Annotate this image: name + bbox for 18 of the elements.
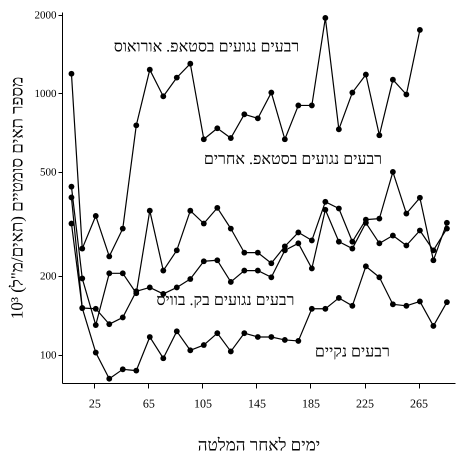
- x-tick-label: 65: [142, 396, 155, 410]
- y-tick-label: 1000: [34, 88, 57, 100]
- x-tick-label: 265: [410, 396, 428, 410]
- y-axis-title: מספר תאים סומטיים (תאים/מ"ל) 10³: [8, 76, 26, 320]
- x-axis-title: ימים לאחר המלטה: [198, 436, 320, 454]
- y-tick-label: 2000: [34, 9, 57, 22]
- series-label: רבעים נגועים בסטאפ. אחרים: [204, 151, 382, 168]
- x-tick-label: 25: [88, 396, 101, 410]
- series-label: רבעים נגועים בסטאפ. אורואוס: [114, 38, 300, 56]
- x-tick-label: 185: [302, 396, 320, 410]
- y-tick-label: 100: [40, 349, 57, 362]
- x-tick-label: 105: [194, 396, 212, 410]
- y-tick-label: 200: [40, 270, 57, 283]
- x-tick-label: 225: [356, 396, 374, 410]
- series-label: רבעים נגועים בק. בוויס: [156, 292, 294, 310]
- x-tick-label: 145: [248, 396, 266, 410]
- y-tick-label: 500: [40, 166, 57, 179]
- series-label: רבעים נקיים: [314, 343, 390, 360]
